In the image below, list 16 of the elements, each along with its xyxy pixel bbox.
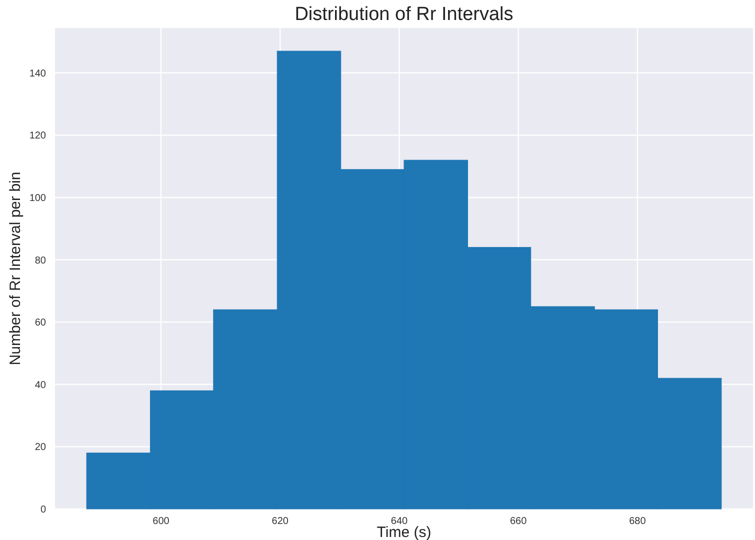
x-tick-label: 680 xyxy=(629,516,646,527)
y-tick-label: 60 xyxy=(34,318,46,329)
y-tick-label: 120 xyxy=(29,130,46,142)
y-tick-label: 80 xyxy=(34,255,46,266)
y-tick-label: 140 xyxy=(29,68,46,80)
x-tick-label: 620 xyxy=(272,516,289,527)
chart-title: Distribution of Rr Intervals xyxy=(294,4,514,25)
x-tick-label: 660 xyxy=(510,516,528,527)
y-tick-label: 0 xyxy=(40,504,46,516)
y-tick-label: 20 xyxy=(34,442,46,454)
x-tick-label: 600 xyxy=(152,516,170,527)
x-axis-title: Time (s) xyxy=(376,524,432,540)
x-tick-label: 640 xyxy=(390,516,408,527)
y-axis-title: Number of Rr Interval per bin xyxy=(7,172,24,366)
y-tick-label: 40 xyxy=(34,380,46,391)
y-tick-label: 100 xyxy=(29,192,46,204)
